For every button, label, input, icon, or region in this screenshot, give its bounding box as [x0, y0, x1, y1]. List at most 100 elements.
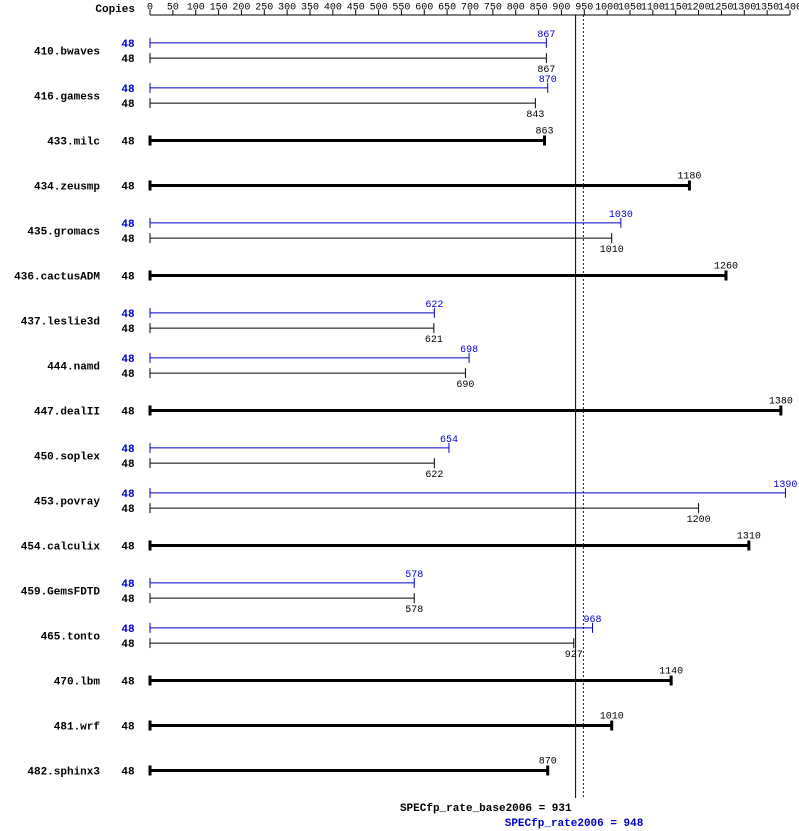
bar-value-label: 698	[460, 345, 478, 356]
chart-svg: 0501001502002503003504004505005506006507…	[0, 0, 799, 831]
benchmark-name: 435.gromacs	[27, 227, 100, 239]
copies-value-peak: 48	[121, 489, 135, 501]
benchmark-name: 454.calculix	[21, 542, 101, 554]
axis-tick-label: 800	[507, 3, 525, 14]
bar-value-label: 578	[405, 605, 423, 616]
axis-tick-label: 1400	[778, 3, 799, 14]
bar-value-label: 621	[425, 335, 443, 346]
spec-rate-chart: 0501001502002503003504004505005506006507…	[0, 0, 799, 831]
axis-tick-label: 500	[370, 3, 388, 14]
axis-tick-label: 400	[324, 3, 342, 14]
copies-value-peak: 48	[121, 354, 135, 366]
axis-tick-label: 200	[232, 3, 250, 14]
benchmark-name: 447.dealII	[34, 407, 100, 419]
axis-tick-label: 1300	[732, 3, 756, 14]
bar-value-label: 690	[456, 380, 474, 391]
summary-peak: SPECfp_rate2006 = 948	[505, 818, 644, 830]
benchmark-name: 459.GemsFDTD	[21, 587, 101, 599]
copies-value: 48	[121, 137, 135, 149]
bar-value-label: 1390	[773, 480, 797, 491]
copies-value-base: 48	[121, 99, 135, 111]
copies-header: Copies	[95, 4, 135, 16]
copies-value: 48	[121, 767, 135, 779]
copies-value-base: 48	[121, 459, 135, 471]
axis-tick-label: 300	[278, 3, 296, 14]
axis-tick-label: 1150	[664, 3, 688, 14]
benchmark-name: 482.sphinx3	[27, 767, 100, 779]
benchmark-name: 444.namd	[47, 362, 100, 374]
copies-value-peak: 48	[121, 309, 135, 321]
bar-value-label: 1310	[737, 532, 761, 543]
benchmark-name: 470.lbm	[54, 677, 101, 689]
copies-value-peak: 48	[121, 579, 135, 591]
axis-tick-label: 1000	[595, 3, 619, 14]
bar-value-label: 1030	[609, 210, 633, 221]
benchmark-name: 465.tonto	[41, 632, 101, 644]
summary-base: SPECfp_rate_base2006 = 931	[400, 803, 572, 815]
bar-value-label: 863	[536, 127, 554, 138]
axis-tick-label: 650	[438, 3, 456, 14]
copies-value-base: 48	[121, 324, 135, 336]
axis-tick-label: 950	[575, 3, 593, 14]
benchmark-name: 434.zeusmp	[34, 182, 100, 194]
bar-value-label: 1260	[714, 262, 738, 273]
copies-value-peak: 48	[121, 624, 135, 636]
copies-value-peak: 48	[121, 219, 135, 231]
benchmark-name: 433.milc	[47, 137, 100, 149]
benchmark-name: 481.wrf	[54, 722, 101, 734]
bar-value-label: 622	[425, 300, 443, 311]
copies-value: 48	[121, 722, 135, 734]
axis-tick-label: 1200	[687, 3, 711, 14]
copies-value-base: 48	[121, 504, 135, 516]
bar-value-label: 1010	[600, 245, 624, 256]
benchmark-name: 436.cactusADM	[14, 272, 100, 284]
copies-value: 48	[121, 677, 135, 689]
copies-value-base: 48	[121, 639, 135, 651]
bar-value-label: 622	[425, 470, 443, 481]
benchmark-name: 410.bwaves	[34, 47, 100, 59]
bar-value-label: 1140	[659, 667, 683, 678]
axis-tick-label: 350	[301, 3, 319, 14]
copies-value-peak: 48	[121, 39, 135, 51]
benchmark-name: 450.soplex	[34, 452, 100, 464]
axis-tick-label: 450	[347, 3, 365, 14]
copies-value-base: 48	[121, 594, 135, 606]
bar-value-label: 867	[537, 30, 555, 41]
axis-tick-label: 1250	[709, 3, 733, 14]
axis-tick-label: 50	[167, 3, 179, 14]
bar-value-label: 968	[584, 615, 602, 626]
bar-value-label: 1010	[600, 712, 624, 723]
axis-tick-label: 850	[530, 3, 548, 14]
bar-value-label: 870	[539, 75, 557, 86]
axis-tick-label: 0	[147, 3, 153, 14]
axis-tick-label: 750	[484, 3, 502, 14]
copies-value-peak: 48	[121, 84, 135, 96]
benchmark-name: 437.leslie3d	[21, 317, 100, 329]
axis-tick-label: 550	[392, 3, 410, 14]
bar-value-label: 927	[565, 650, 583, 661]
bar-value-label: 870	[539, 757, 557, 768]
copies-value-base: 48	[121, 369, 135, 381]
copies-value: 48	[121, 407, 135, 419]
bar-value-label: 654	[440, 435, 458, 446]
axis-tick-label: 700	[461, 3, 479, 14]
bar-value-label: 578	[405, 570, 423, 581]
copies-value: 48	[121, 542, 135, 554]
axis-tick-label: 100	[187, 3, 205, 14]
axis-tick-label: 1100	[641, 3, 665, 14]
copies-value: 48	[121, 272, 135, 284]
bar-value-label: 1380	[769, 397, 793, 408]
bar-value-label: 1200	[687, 515, 711, 526]
copies-value-base: 48	[121, 54, 135, 66]
copies-value: 48	[121, 182, 135, 194]
benchmark-name: 416.gamess	[34, 92, 100, 104]
benchmark-name: 453.povray	[34, 497, 100, 509]
axis-tick-label: 1050	[618, 3, 642, 14]
bar-value-label: 1180	[677, 172, 701, 183]
copies-value-peak: 48	[121, 444, 135, 456]
axis-tick-label: 250	[255, 3, 273, 14]
bar-value-label: 843	[526, 110, 544, 121]
axis-tick-label: 150	[210, 3, 228, 14]
axis-tick-label: 1350	[755, 3, 779, 14]
copies-value-base: 48	[121, 234, 135, 246]
